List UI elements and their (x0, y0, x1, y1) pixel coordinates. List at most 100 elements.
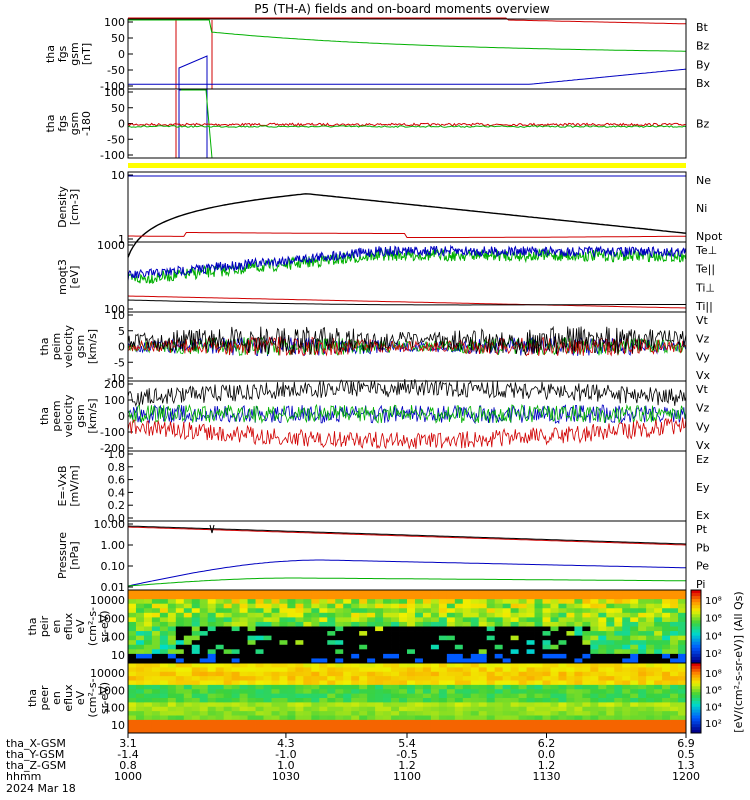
spectrogram-cell (534, 653, 543, 659)
spectrogram-cell (359, 680, 368, 686)
spectrogram-cell (518, 689, 527, 695)
spectrogram-cell (590, 676, 599, 681)
spectrogram-cell (167, 724, 177, 730)
spectrogram-cell (391, 667, 400, 673)
spectrogram-cell (550, 653, 559, 659)
spectrogram-cell (207, 621, 217, 627)
spectrogram-cell (598, 631, 607, 637)
spectrogram-cell (582, 671, 591, 677)
spectrogram-cell (223, 649, 233, 655)
colorbar-frame (690, 662, 702, 734)
spectrogram-cell (606, 663, 615, 668)
spectrogram-cell (383, 702, 392, 708)
spectrogram-cell (167, 676, 177, 681)
spectrogram-cell (590, 719, 599, 725)
spectrogram-cell (279, 728, 288, 734)
spectrogram-cell (582, 693, 591, 699)
spectrogram-cell (678, 594, 687, 600)
spectrogram-cell (646, 640, 655, 646)
spectrogram-cell (446, 644, 456, 650)
spectrogram-cell (438, 621, 448, 627)
spectrogram-cell (407, 663, 416, 668)
spectrogram-cell (574, 676, 583, 681)
spectrogram-cell (183, 684, 193, 690)
spectrogram-cell (407, 676, 416, 681)
spectrogram-cell (151, 590, 161, 595)
spectrogram-cell (606, 728, 615, 734)
spectrogram-cell (622, 594, 631, 600)
spectrogram-cell (414, 635, 424, 641)
spectrogram-cell (462, 724, 472, 730)
spectrogram-cell (231, 617, 240, 623)
spectrogram-cell (558, 603, 567, 609)
spectrogram-cell (279, 617, 288, 623)
spectrogram-cell (518, 621, 527, 627)
spectrogram-cell (630, 658, 639, 664)
spectrogram-cell (199, 667, 209, 673)
spectrogram-cell (375, 590, 384, 595)
spectrogram-cell (454, 631, 464, 637)
spectrogram-cell (327, 719, 336, 725)
spectrogram-cell (662, 706, 671, 712)
spectrogram-cell (574, 635, 583, 641)
spectrogram-cell (590, 667, 599, 673)
bx-line (128, 68, 687, 85)
spectrogram-cell (622, 671, 631, 677)
y-tick-label: 5 (118, 325, 125, 338)
legend-entry: Ti⊥ (695, 281, 715, 294)
spectrogram-cell (510, 649, 519, 655)
spectrogram-cell (582, 640, 591, 646)
spectrogram-cell (399, 667, 408, 673)
spectrogram-cell (614, 626, 623, 632)
spectrogram-cell (128, 621, 137, 627)
spectrogram-cell (566, 649, 575, 655)
spectrogram-cell (582, 644, 591, 650)
spectrogram-cell (422, 715, 432, 721)
spectrogram-cell (438, 626, 448, 632)
spectrogram-cell (606, 590, 615, 595)
spectrogram-cell (367, 599, 376, 605)
spectrogram-cell (678, 693, 687, 699)
spectrogram-cell (414, 680, 424, 686)
spectrogram-cell (399, 706, 408, 712)
spectrogram-cell (582, 649, 591, 655)
spectrogram-cell (223, 658, 233, 664)
spectrogram-cell (295, 684, 304, 690)
spectrogram-cell (550, 635, 559, 641)
spectrogram-cell (638, 663, 647, 668)
spectrogram-cell (143, 715, 153, 721)
spectrogram-cell (422, 653, 432, 659)
spectrogram-cell (486, 617, 496, 623)
spectrogram-cell (622, 621, 631, 627)
y-tick-label: 100 (104, 16, 125, 29)
spectrogram-cell (454, 728, 464, 734)
spectrogram-cell (327, 724, 336, 730)
legend-entry: Te|| (695, 263, 715, 276)
spectrogram-cell (135, 689, 145, 695)
spectrogram-cell (566, 658, 575, 664)
spectrogram-cell (375, 693, 384, 699)
spectrogram-cell (207, 594, 217, 600)
spectrogram-cell (534, 676, 543, 681)
spectrogram-cell (542, 676, 551, 681)
spectrogram-cell (375, 635, 384, 641)
spectrogram-cell (438, 608, 448, 614)
spectrogram-cell (383, 680, 392, 686)
spectrogram-cell (335, 640, 344, 646)
spectrogram-cell (606, 603, 615, 609)
spectrogram-cell (454, 621, 464, 627)
spectrogram-cell (351, 689, 360, 695)
spectrogram-cell (183, 621, 193, 627)
spectrogram-cell (151, 728, 161, 734)
spectrogram-cell (215, 640, 225, 646)
spectrogram-cell (255, 676, 264, 681)
spectrogram-cell (231, 715, 240, 721)
spectrogram-cell (159, 663, 169, 668)
spectrogram-cell (614, 599, 623, 605)
spectrogram-cell (319, 635, 328, 641)
spectrogram-cell (271, 671, 280, 677)
spectrogram-cell (502, 715, 512, 721)
spectrogram-cell (399, 671, 408, 677)
spectrogram-cell (263, 603, 272, 609)
